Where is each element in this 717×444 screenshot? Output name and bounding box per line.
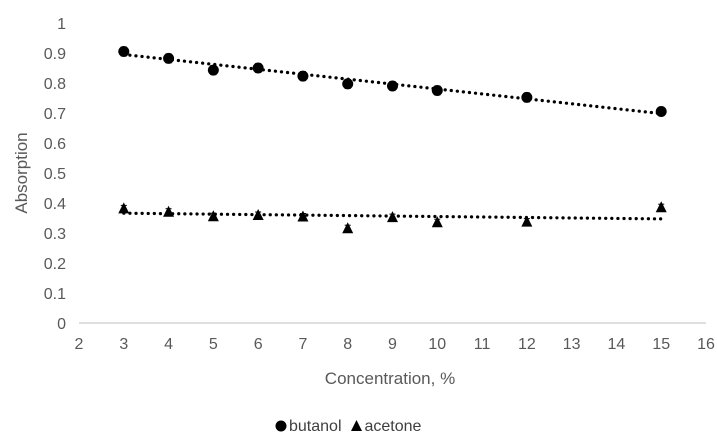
butanol-point	[163, 52, 175, 64]
x-tick-label: 10	[428, 336, 446, 353]
butanol-point	[342, 78, 354, 90]
butanol-point	[207, 64, 219, 76]
triangle-marker	[118, 202, 130, 214]
x-tick-label: 11	[474, 336, 491, 353]
circle-marker	[431, 85, 443, 96]
y-tick-label: 0.8	[44, 76, 66, 93]
x-tick-label: 12	[518, 336, 536, 353]
data-points	[118, 46, 667, 234]
butanol-point	[387, 80, 398, 92]
acetone-point	[655, 201, 667, 213]
x-tick-label: 2	[75, 336, 84, 353]
y-tick-labels: 0 0.1 0.2 0.3 0.4 0.5 0.6 0.7 0.8 0.9 1	[44, 16, 66, 333]
x-tick-label: 8	[343, 336, 352, 353]
circle-marker	[297, 70, 309, 82]
circle-marker	[163, 52, 175, 64]
acetone-point	[163, 205, 175, 217]
butanol-point	[655, 106, 667, 117]
circle-marker	[655, 106, 667, 117]
circle-marker	[118, 46, 130, 57]
triangle-marker	[387, 211, 398, 223]
y-tick-label: 0.5	[44, 166, 66, 183]
y-tick-label: 0.6	[44, 136, 66, 153]
butanol-point	[252, 62, 264, 74]
triangle-marker	[207, 210, 219, 222]
legend-marker-butanol	[275, 420, 287, 432]
legend-label-butanol: butanol	[289, 418, 342, 435]
x-tick-label: 3	[119, 336, 128, 353]
y-tick-label: 0.2	[44, 256, 66, 273]
legend-label-acetone: acetone	[365, 418, 422, 435]
legend-marker-acetone	[351, 420, 362, 431]
legend: butanol acetone	[275, 418, 422, 435]
triangle-marker	[163, 205, 175, 217]
triangle-marker	[431, 216, 443, 228]
circle-marker	[342, 78, 354, 90]
y-tick-label: 0.1	[44, 286, 66, 303]
circle-marker	[521, 91, 533, 103]
circle-marker	[387, 80, 398, 92]
x-tick-label: 4	[164, 336, 173, 353]
y-tick-label: 0.3	[44, 226, 66, 243]
acetone-point	[118, 202, 130, 214]
acetone-point	[387, 211, 398, 223]
triangle-marker	[655, 201, 667, 213]
x-tick-label: 5	[209, 336, 218, 353]
x-tick-labels: 2 3 4 5 6 7 8 9 10 11 12 13 14 15 16	[75, 336, 715, 353]
y-axis-title: Absorption	[12, 132, 31, 213]
circle-marker	[207, 64, 219, 76]
x-tick-label: 9	[388, 336, 397, 353]
trendlines	[122, 52, 663, 221]
butanol-point	[431, 85, 443, 96]
x-tick-label: 15	[652, 336, 670, 353]
acetone-point	[431, 216, 443, 228]
y-tick-label: 0.9	[44, 46, 66, 63]
triangle-marker	[521, 215, 533, 227]
acetone-point	[252, 209, 264, 220]
x-axis-title: Concentration, %	[325, 369, 455, 388]
y-tick-label: 0	[57, 316, 66, 333]
butanol-point	[118, 46, 130, 57]
y-tick-label: 1	[57, 16, 66, 33]
x-tick-label: 16	[697, 336, 715, 353]
x-tick-label: 13	[563, 336, 581, 353]
butanol-point	[521, 91, 533, 103]
triangle-marker	[297, 210, 309, 222]
butanol-trendline	[122, 52, 663, 116]
triangle-marker	[252, 209, 264, 220]
circle-marker	[252, 62, 264, 74]
triangle-marker	[342, 222, 354, 234]
butanol-point	[297, 70, 309, 82]
x-tick-label: 7	[298, 336, 307, 353]
y-tick-label: 0.7	[44, 106, 66, 123]
acetone-point	[297, 210, 309, 222]
acetone-point	[207, 210, 219, 222]
y-tick-label: 0.4	[44, 196, 66, 213]
acetone-point	[342, 222, 354, 234]
acetone-point	[521, 215, 533, 227]
x-tick-label: 14	[608, 336, 626, 353]
x-tick-label: 6	[254, 336, 263, 353]
